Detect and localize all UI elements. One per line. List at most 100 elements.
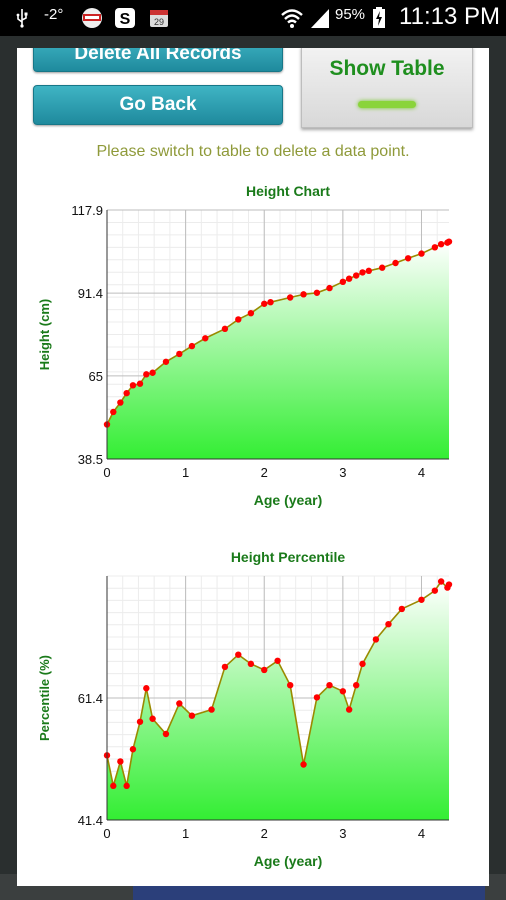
data-point [345, 706, 353, 713]
y-tick-label: 91.4 [78, 286, 103, 301]
chart-svg: 0 1 2 3 4 41.4 61.4 Height Percentile Age (year)… [37, 549, 453, 869]
height-chart: 0 1 2 3 4 38.5 65 91.4 117.9 Height Chart Age (yea… [31, 170, 475, 525]
data-point [235, 651, 242, 658]
data-point [286, 681, 294, 689]
chart-dialog: Delete All Records Go Back Show Table Pl… [17, 48, 489, 886]
y-axis-label: Percentile (%) [37, 655, 52, 741]
data-point [372, 636, 380, 643]
data-point [359, 269, 366, 276]
data-point [431, 587, 439, 594]
data-point [300, 291, 307, 298]
height-percentile-chart: 0 1 2 3 4 41.4 61.4 Height Percentile Age (year)… [31, 536, 475, 886]
status-bar: -2° S 29 95% 11:13 PM [0, 0, 506, 36]
data-point [437, 240, 445, 248]
data-point [359, 660, 366, 668]
show-table-toggle-button[interactable]: Show Table [301, 48, 473, 128]
data-point [143, 685, 150, 692]
data-point [136, 380, 144, 387]
usb-icon [14, 7, 30, 29]
data-point [326, 681, 333, 689]
y-tick-label: 38.5 [78, 452, 103, 467]
go-back-button[interactable]: Go Back [33, 85, 283, 125]
x-tick-label: 3 [339, 465, 346, 480]
x-axis-label: Age (year) [254, 492, 322, 508]
hint-text: Please switch to table to delete a data … [96, 143, 410, 160]
s-app-icon: S [113, 7, 137, 29]
data-point [149, 715, 156, 722]
data-point [392, 259, 399, 267]
x-tick-label: 1 [182, 826, 189, 841]
x-tick-label: 4 [418, 465, 425, 480]
data-point [286, 294, 294, 301]
data-point [398, 605, 406, 613]
data-point [261, 300, 268, 307]
data-point [404, 255, 412, 262]
data-point [235, 316, 242, 323]
data-point [176, 350, 183, 358]
toggle-indicator [358, 101, 416, 108]
y-tick-label: 117.9 [71, 203, 103, 218]
data-point [162, 358, 170, 365]
data-point [431, 244, 439, 251]
area-fill [107, 241, 449, 459]
x-tick-label: 1 [182, 465, 189, 480]
data-point [339, 278, 347, 286]
signal-icon [308, 7, 332, 29]
data-point [208, 706, 215, 713]
data-point [267, 298, 274, 306]
data-point [117, 399, 124, 406]
x-tick-label: 2 [261, 465, 268, 480]
data-point [418, 250, 425, 257]
data-point [345, 275, 353, 282]
data-point [149, 369, 156, 376]
data-point [353, 272, 360, 279]
y-tick-label: 41.4 [78, 813, 103, 828]
data-point [339, 688, 347, 695]
data-point [176, 700, 183, 707]
data-point [188, 712, 196, 719]
data-point [129, 382, 137, 389]
data-point [378, 264, 386, 271]
x-tick-label: 0 [103, 826, 110, 841]
y-tick-label: 65 [89, 369, 103, 384]
battery-icon [371, 7, 387, 29]
x-tick-label: 3 [339, 826, 346, 841]
data-point [247, 660, 255, 668]
chart-svg: 0 1 2 3 4 38.5 65 91.4 117.9 Height Chart Age (yea… [37, 183, 453, 508]
temperature-text: -2° [44, 6, 64, 23]
data-point [221, 325, 229, 333]
data-point [261, 666, 268, 674]
area-fill [107, 581, 449, 820]
data-point [326, 284, 333, 292]
data-point [365, 267, 373, 275]
data-point [313, 694, 321, 701]
wifi-icon [280, 7, 304, 29]
data-point [353, 681, 360, 689]
data-point [202, 335, 209, 342]
svg-text:S: S [120, 11, 131, 28]
data-point [110, 782, 117, 790]
data-point [123, 782, 130, 790]
data-point [437, 578, 445, 585]
x-axis-label: Age (year) [254, 853, 322, 869]
delete-all-records-button[interactable]: Delete All Records [33, 48, 283, 72]
data-point [117, 758, 124, 765]
data-point [162, 730, 170, 738]
news-icon [79, 7, 105, 29]
data-point [110, 408, 117, 416]
data-point [123, 389, 130, 397]
data-point [445, 581, 453, 588]
y-axis-label: Height (cm) [37, 299, 52, 371]
clock: 11:13 PM [399, 3, 500, 30]
data-point [188, 342, 196, 350]
x-tick-label: 0 [103, 465, 110, 480]
chart-title: Height Percentile [231, 549, 346, 565]
data-point [143, 371, 150, 378]
show-table-label: Show Table [329, 57, 445, 80]
x-tick-label: 4 [418, 826, 425, 841]
chart-title: Height Chart [246, 183, 330, 199]
y-tick-label: 61.4 [78, 691, 103, 706]
series-line [106, 240, 450, 425]
svg-text:29: 29 [154, 17, 164, 27]
data-point [418, 596, 425, 603]
